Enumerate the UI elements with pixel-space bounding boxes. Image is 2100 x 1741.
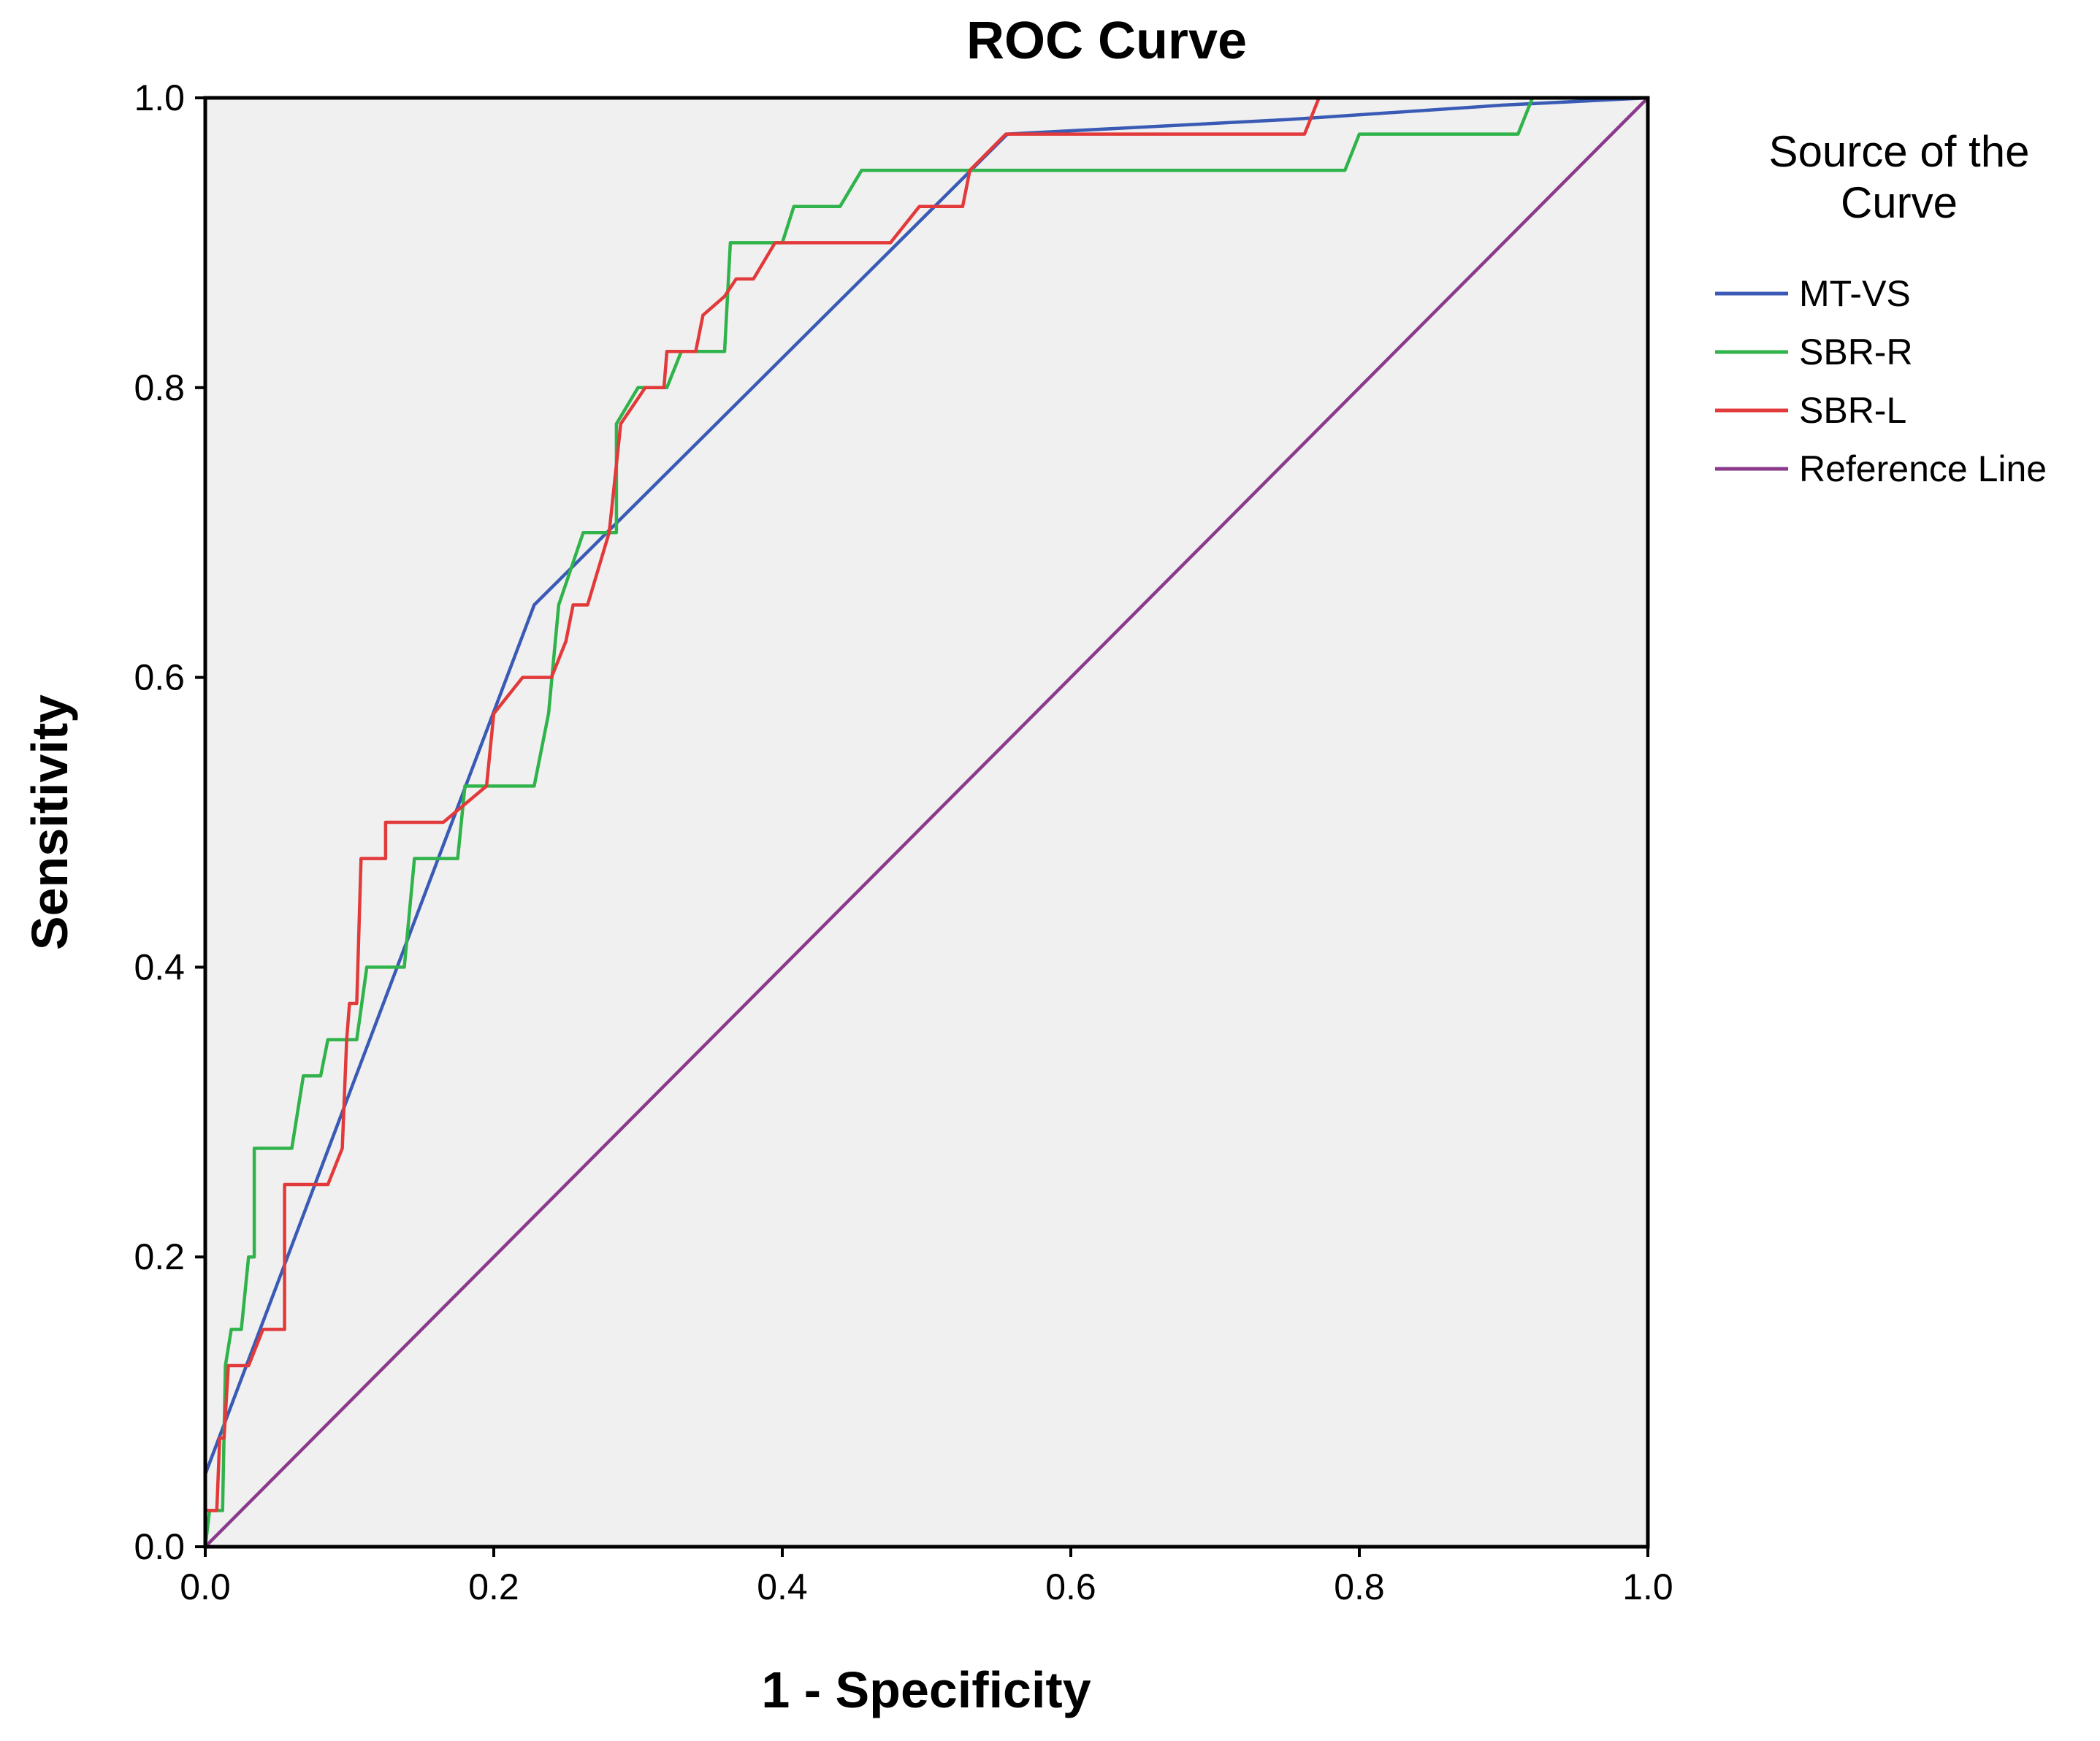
legend-items: MT-VS SBR-R SBR-L Reference Line — [1715, 273, 2047, 489]
y-tick-label: 0.6 — [134, 657, 185, 698]
y-axis-ticks: 0.0 0.2 0.4 0.6 0.8 1.0 — [134, 77, 205, 1567]
legend: Source of the Curve MT-VS SBR-R SBR-L Refer… — [1715, 127, 2047, 489]
x-axis-title: 1 - Specificity — [761, 1661, 1091, 1718]
x-tick-label: 0.8 — [1334, 1566, 1385, 1607]
y-tick-label: 0.2 — [134, 1236, 185, 1277]
y-tick-label: 0.4 — [134, 946, 185, 987]
legend-label-sbr-r: SBR-R — [1799, 332, 1913, 372]
series-line-reference-line — [204, 96, 1649, 1548]
legend-title-line2: Curve — [1841, 178, 1958, 227]
y-tick-label: 1.0 — [134, 77, 185, 118]
x-tick-label: 0.2 — [468, 1566, 519, 1607]
y-tick-label: 0.0 — [134, 1526, 185, 1567]
series-line-sbr-r — [203, 96, 1648, 1547]
plot-frame — [203, 96, 1650, 1549]
series-line-sbr-l — [203, 96, 1648, 1547]
legend-label-reference-line: Reference Line — [1799, 448, 2047, 489]
legend-label-mt-vs: MT-VS — [1799, 273, 1911, 314]
x-tick-label: 0.0 — [180, 1566, 231, 1607]
legend-title-line1: Source of the — [1769, 127, 2030, 176]
legend-label-sbr-l: SBR-L — [1799, 390, 1906, 431]
x-tick-label: 1.0 — [1622, 1566, 1673, 1607]
x-tick-label: 0.6 — [1045, 1566, 1096, 1607]
chart-title: ROC Curve — [966, 12, 1247, 70]
y-axis-title: Sensitivity — [21, 695, 78, 950]
x-axis-ticks: 0.0 0.2 0.4 0.6 0.8 1.0 — [180, 1547, 1673, 1607]
y-tick-label: 0.8 — [134, 367, 185, 408]
x-tick-label: 0.4 — [757, 1566, 808, 1607]
